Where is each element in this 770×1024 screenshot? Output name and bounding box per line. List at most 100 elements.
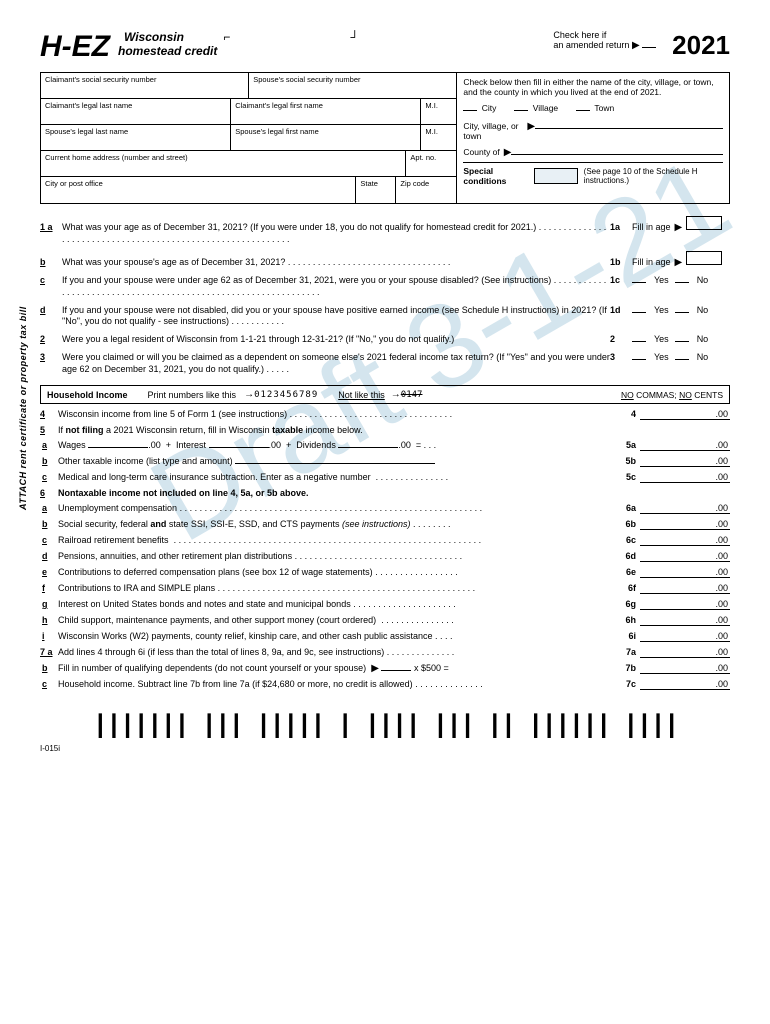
q1c-ans: 1c bbox=[610, 275, 628, 287]
q2-yes[interactable] bbox=[632, 334, 646, 342]
l4-amount[interactable]: .00 bbox=[640, 409, 730, 420]
l4-label: 4 bbox=[616, 409, 636, 419]
location-instruction: Check below then fill in either the name… bbox=[463, 77, 723, 97]
q1d-text: If you and your spouse were not disabled… bbox=[62, 305, 607, 327]
l7c-text: Household income. Subtract line 7b from … bbox=[58, 679, 413, 689]
q2-no[interactable] bbox=[675, 334, 689, 342]
identity-section: Claimant's social security number Spouse… bbox=[40, 72, 730, 204]
q1d-no[interactable] bbox=[675, 305, 689, 313]
tax-year: 2021 bbox=[672, 30, 730, 61]
l5a-label: 5a bbox=[616, 440, 636, 450]
spouse-mi-field[interactable]: M.I. bbox=[421, 125, 456, 151]
address-field[interactable]: Current home address (number and street) bbox=[41, 151, 406, 177]
county-input[interactable] bbox=[511, 145, 723, 155]
l6f-text: Contributions to IRA and SIMPLE plans bbox=[58, 583, 215, 593]
l7a-text: Add lines 4 through 6i (if less than the… bbox=[58, 647, 384, 657]
l5b-amount[interactable]: .00 bbox=[640, 456, 730, 467]
amended-checkbox[interactable] bbox=[642, 40, 656, 48]
l4-num: 4 bbox=[40, 409, 58, 419]
village-checkbox[interactable] bbox=[514, 103, 528, 111]
q1b-text: What was your spouse's age as of Decembe… bbox=[62, 257, 285, 267]
l6h-amount[interactable]: .00 bbox=[640, 615, 730, 626]
l6d-amount[interactable]: .00 bbox=[640, 551, 730, 562]
l6i-amount[interactable]: .00 bbox=[640, 631, 730, 642]
q2-text: Were you a legal resident of Wisconsin f… bbox=[62, 334, 610, 346]
q1a-num: 1 a bbox=[40, 222, 62, 234]
l7c-amount[interactable]: .00 bbox=[640, 679, 730, 690]
print-instruction: Print numbers like this bbox=[148, 390, 237, 400]
dividends-input[interactable] bbox=[338, 447, 398, 448]
l7b-dep-input[interactable] bbox=[381, 670, 411, 671]
questions-section: 1 a What was your age as of December 31,… bbox=[40, 216, 730, 375]
q3-no[interactable] bbox=[675, 352, 689, 360]
l5c-amount[interactable]: .00 bbox=[640, 472, 730, 483]
l6e-amount[interactable]: .00 bbox=[640, 567, 730, 578]
state-field[interactable]: State bbox=[356, 177, 396, 203]
title-line2: homestead credit bbox=[118, 44, 217, 58]
l6e-text: Contributions to deferred compensation p… bbox=[58, 567, 373, 577]
form-header: H-EZ Wisconsin homestead credit ⌐ ┘ Chec… bbox=[40, 30, 730, 64]
not-like-this: Not like this bbox=[338, 390, 385, 400]
wages-input[interactable] bbox=[88, 447, 148, 448]
l6d-text: Pensions, annuities, and other retiremen… bbox=[58, 551, 292, 561]
claimant-first-field[interactable]: Claimant's legal first name bbox=[231, 99, 421, 125]
claimant-last-field[interactable]: Claimant's legal last name bbox=[41, 99, 231, 125]
q3-num: 3 bbox=[40, 352, 62, 364]
q1d-yes[interactable] bbox=[632, 305, 646, 313]
q3-yes[interactable] bbox=[632, 352, 646, 360]
l7a-amount[interactable]: .00 bbox=[640, 647, 730, 658]
l6c-amount[interactable]: .00 bbox=[640, 535, 730, 546]
l6i-text: Wisconsin Works (W2) payments, county re… bbox=[58, 631, 433, 641]
special-cond-label: Special conditions bbox=[463, 166, 528, 186]
l6g-amount[interactable]: .00 bbox=[640, 599, 730, 610]
q3-ans: 3 bbox=[610, 352, 628, 364]
q1b-num: b bbox=[40, 257, 46, 267]
q1c-yes[interactable] bbox=[632, 275, 646, 283]
attach-instruction: ATTACH rent certificate or property tax … bbox=[18, 306, 28, 510]
example-numbers: 0123456789 bbox=[254, 390, 318, 400]
city-po-field[interactable]: City or post office bbox=[41, 177, 356, 203]
l5b-input[interactable] bbox=[235, 463, 435, 464]
q1a-age-input[interactable] bbox=[686, 216, 722, 230]
form-id: I-015i bbox=[40, 744, 730, 753]
spouse-first-field[interactable]: Spouse's legal first name bbox=[231, 125, 421, 151]
income-header-label: Household Income bbox=[47, 390, 128, 400]
l7b-amount[interactable]: .00 bbox=[640, 663, 730, 674]
special-cond-note: (See page 10 of the Schedule H instructi… bbox=[584, 167, 723, 185]
l4-text: Wisconsin income from line 5 of Form 1 (… bbox=[58, 409, 287, 419]
l6b-amount[interactable]: .00 bbox=[640, 519, 730, 530]
q2-ans: 2 bbox=[610, 334, 628, 346]
q1d-num: d bbox=[40, 305, 46, 315]
title-line1: Wisconsin bbox=[124, 30, 217, 44]
l5-num: 5 bbox=[40, 425, 58, 435]
l6-text: Nontaxable income not included on line 4… bbox=[58, 488, 309, 498]
zip-field[interactable]: Zip code bbox=[396, 177, 456, 203]
village-label: Village bbox=[533, 103, 558, 113]
l5b-text: Other taxable income (list type and amou… bbox=[58, 456, 233, 466]
city-checkbox[interactable] bbox=[463, 103, 477, 111]
q1b-age-input[interactable] bbox=[686, 251, 722, 265]
l6h-text: Child support, maintenance payments, and… bbox=[58, 615, 376, 625]
special-cond-box[interactable] bbox=[534, 168, 577, 184]
q1c-no[interactable] bbox=[675, 275, 689, 283]
town-checkbox[interactable] bbox=[576, 103, 590, 111]
l6a-amount[interactable]: .00 bbox=[640, 503, 730, 514]
l5a-amount[interactable]: .00 bbox=[640, 440, 730, 451]
l6f-amount[interactable]: .00 bbox=[640, 583, 730, 594]
interest-input[interactable] bbox=[209, 447, 269, 448]
town-label: Town bbox=[594, 103, 614, 113]
q1a-text: What was your age as of December 31, 202… bbox=[62, 222, 536, 232]
spouse-ssn-field[interactable]: Spouse's social security number bbox=[249, 73, 456, 99]
income-section: 4 Wisconsin income from line 5 of Form 1… bbox=[40, 409, 730, 690]
l5c-label: 5c bbox=[616, 472, 636, 482]
claimant-ssn-field[interactable]: Claimant's social security number bbox=[41, 73, 249, 99]
q1d-ans: 1d bbox=[610, 305, 628, 317]
spouse-last-field[interactable]: Spouse's legal last name bbox=[41, 125, 231, 151]
cvt-input[interactable] bbox=[535, 119, 723, 129]
claimant-mi-field[interactable]: M.I. bbox=[421, 99, 456, 125]
q1c-num: c bbox=[40, 275, 45, 285]
l6-num: 6 bbox=[40, 488, 58, 498]
l6a-text: Unemployment compensation bbox=[58, 503, 177, 513]
l5c-text: Medical and long-term care insurance sub… bbox=[58, 472, 371, 482]
apt-field[interactable]: Apt. no. bbox=[406, 151, 456, 177]
